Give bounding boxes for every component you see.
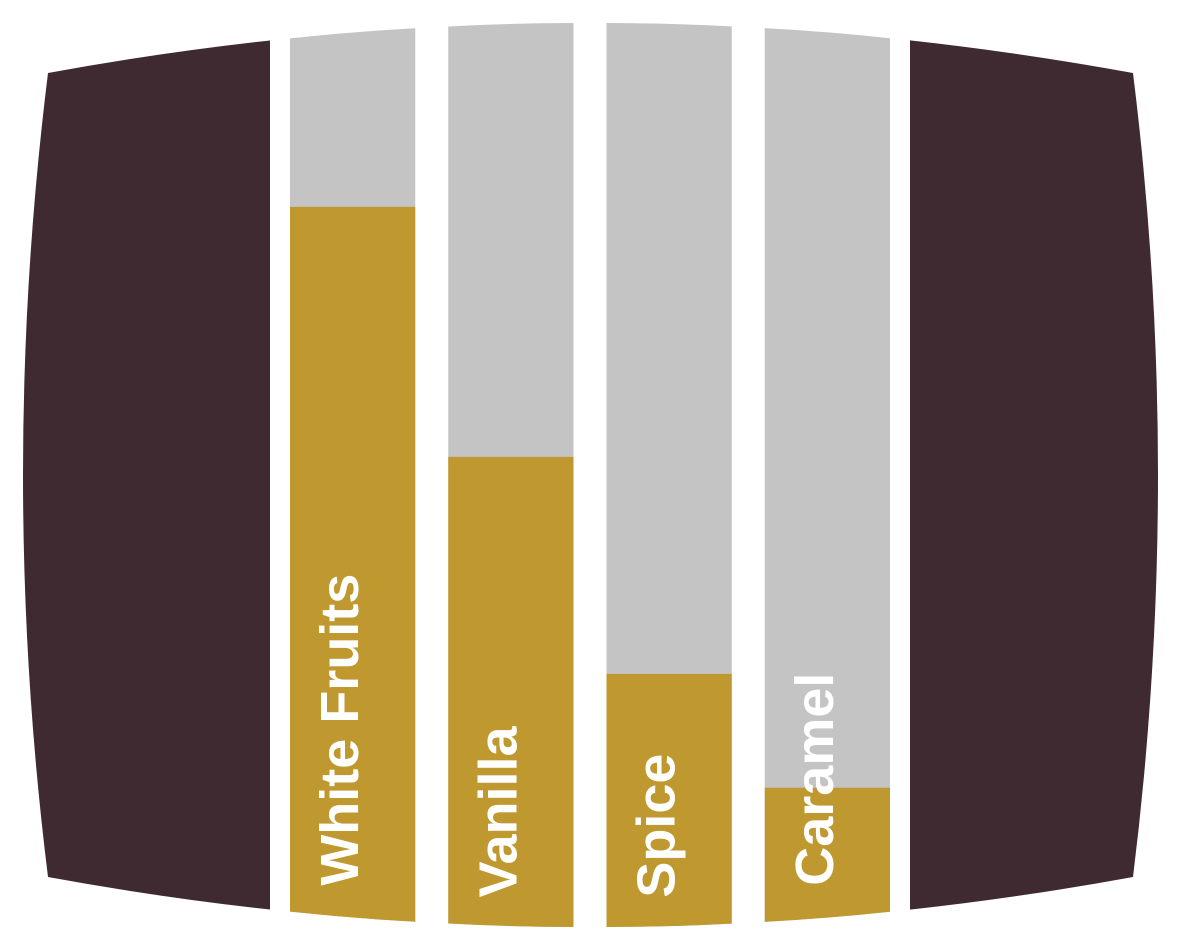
- barrel-chart: White Fruits Vanilla Spice Caramel: [0, 0, 1181, 945]
- bar-label: Vanilla: [468, 725, 528, 897]
- barrel-stave-left: [23, 40, 270, 909]
- bar-label: Spice: [627, 754, 687, 898]
- bar-label: White Fruits: [310, 574, 370, 886]
- barrel-stave-right: [910, 40, 1158, 909]
- bar-label: Caramel: [785, 673, 845, 886]
